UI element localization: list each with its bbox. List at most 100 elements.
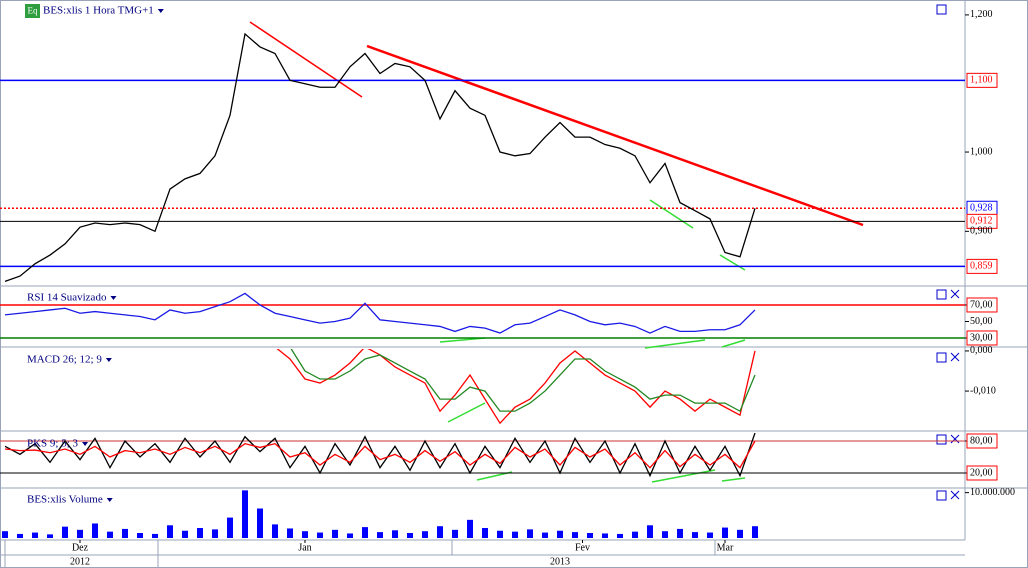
- title-dropdown: [106, 498, 113, 502]
- volume-bar: [452, 529, 458, 538]
- volume-bar: [182, 530, 188, 538]
- level-label: 0,859: [970, 261, 993, 272]
- volume-bar: [287, 528, 293, 538]
- volume-bar: [482, 528, 488, 538]
- badge-box: [25, 4, 40, 18]
- level-label: 0,928: [970, 203, 993, 214]
- title-dropdown: [110, 296, 117, 300]
- volume-bar: [437, 526, 443, 538]
- volume-bar: [707, 532, 713, 538]
- volume-bar: [647, 525, 653, 538]
- panel: [0, 32, 965, 283]
- volume-bar: [407, 533, 413, 538]
- volume-bar: [347, 533, 353, 538]
- x-tick-label: Jan: [298, 542, 311, 553]
- volume-bar: [602, 533, 608, 538]
- x-tick-label: Dez: [72, 542, 89, 553]
- year-label: 2013: [550, 556, 570, 567]
- title-dropdown: [105, 358, 112, 362]
- level-label-box: [966, 213, 998, 229]
- x-tick-label: Mar: [717, 542, 734, 553]
- volume-bar: [212, 529, 218, 538]
- year-label: 2012: [70, 556, 90, 567]
- volume-bar: [317, 532, 323, 538]
- level-label: 0,912: [970, 216, 993, 227]
- panel-title: BES:xlis Volume: [27, 494, 103, 506]
- volume-bar: [497, 530, 503, 538]
- volume-bar: [557, 530, 563, 538]
- panel-title: MACD 26; 12; 9: [27, 354, 102, 366]
- badge: Eq: [28, 6, 38, 16]
- volume-bar: [167, 525, 173, 538]
- volume-bar: [227, 517, 233, 538]
- y-tick-label: 0,900: [970, 226, 993, 237]
- y-tick-label: 80,00: [970, 435, 993, 446]
- volume-bar: [527, 529, 533, 538]
- volume-bar: [242, 490, 248, 538]
- x-tick-label: Fev: [575, 542, 590, 553]
- volume-bar: [32, 532, 38, 538]
- volume-bar: [152, 533, 158, 538]
- volume-bar: [692, 532, 698, 538]
- volume-bar: [422, 531, 428, 538]
- series-line: [4, 433, 756, 478]
- volume-bar: [62, 526, 68, 538]
- title-dropdown: [157, 9, 164, 13]
- series-line: [290, 349, 756, 413]
- volume-bar: [137, 533, 143, 538]
- y-tick-label: 1,200: [970, 9, 993, 20]
- panel: [0, 433, 965, 478]
- level-label-box: [966, 258, 998, 274]
- series-line: [4, 32, 756, 283]
- trend-lines: [249, 21, 864, 483]
- panel: [0, 292, 965, 339]
- y-tick-box: [966, 433, 998, 449]
- volume-bar: [662, 531, 668, 538]
- panel-title: BES:xlis 1 Hora TMG+1: [43, 5, 154, 17]
- volume-bar: [107, 531, 113, 538]
- y-tick-box: [966, 465, 998, 481]
- volume-bar: [197, 528, 203, 538]
- panel: [2, 490, 758, 538]
- volume-bar: [47, 534, 53, 538]
- y-tick-box: [966, 297, 998, 313]
- volume-bar: [257, 508, 263, 538]
- title-dropdown: [82, 442, 89, 446]
- y-tick-label: 30,00: [970, 332, 993, 343]
- volume-bar: [362, 527, 368, 538]
- series-line: [4, 440, 756, 469]
- volume-bar: [512, 531, 518, 538]
- volume-bar: [122, 528, 128, 538]
- volume-bar: [272, 524, 278, 538]
- y-tick-label: -0,010: [970, 385, 996, 396]
- volume-bar: [2, 531, 8, 538]
- series-line: [4, 292, 756, 334]
- y-tick-label: 50,00: [970, 316, 993, 327]
- y-tick-label: 1,000: [970, 146, 993, 157]
- volume-bar: [632, 531, 638, 538]
- volume-bar: [377, 532, 383, 538]
- level-label-box: [966, 72, 998, 88]
- volume-bar: [332, 529, 338, 538]
- panel: [276, 349, 756, 425]
- volume-bar: [467, 519, 473, 538]
- volume-bar: [392, 530, 398, 538]
- volume-bar: [677, 528, 683, 538]
- y-tick-label: 70,00: [970, 299, 993, 310]
- volume-bar: [17, 533, 23, 538]
- volume-bar: [722, 527, 728, 538]
- volume-bar: [587, 533, 593, 538]
- y-tick-label: 10.000.000: [970, 487, 1015, 498]
- y-tick-label: 20,00: [970, 467, 993, 478]
- volume-bar: [77, 529, 83, 538]
- level-label: 1,100: [970, 75, 993, 86]
- y-tick-label: 0,000: [970, 345, 993, 356]
- volume-bar: [92, 523, 98, 538]
- panel-icons[interactable]: [936, 4, 960, 501]
- volume-bar: [302, 531, 308, 538]
- volume-bar: [737, 529, 743, 538]
- y-tick-box: [966, 330, 998, 346]
